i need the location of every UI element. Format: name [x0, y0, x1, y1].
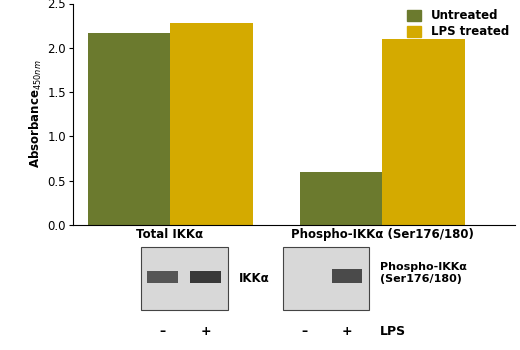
- Bar: [141, 247, 228, 310]
- Text: IKKα: IKKα: [239, 272, 269, 285]
- Y-axis label: Absorbance$_{450nm}$: Absorbance$_{450nm}$: [29, 60, 44, 168]
- Bar: [147, 271, 177, 284]
- Bar: [87, 33, 170, 225]
- Bar: [382, 39, 465, 225]
- Bar: [332, 269, 362, 284]
- Text: Phospho-IKKα
(Ser176/180): Phospho-IKKα (Ser176/180): [380, 262, 467, 284]
- Legend: Untreated, LPS treated: Untreated, LPS treated: [407, 9, 509, 38]
- Bar: [300, 172, 382, 225]
- Text: +: +: [342, 326, 353, 338]
- Text: –: –: [301, 326, 307, 338]
- Bar: [190, 271, 220, 284]
- Text: –: –: [160, 326, 166, 338]
- Bar: [170, 23, 253, 225]
- Bar: [283, 247, 369, 310]
- Text: +: +: [201, 326, 211, 338]
- Text: LPS: LPS: [380, 326, 406, 338]
